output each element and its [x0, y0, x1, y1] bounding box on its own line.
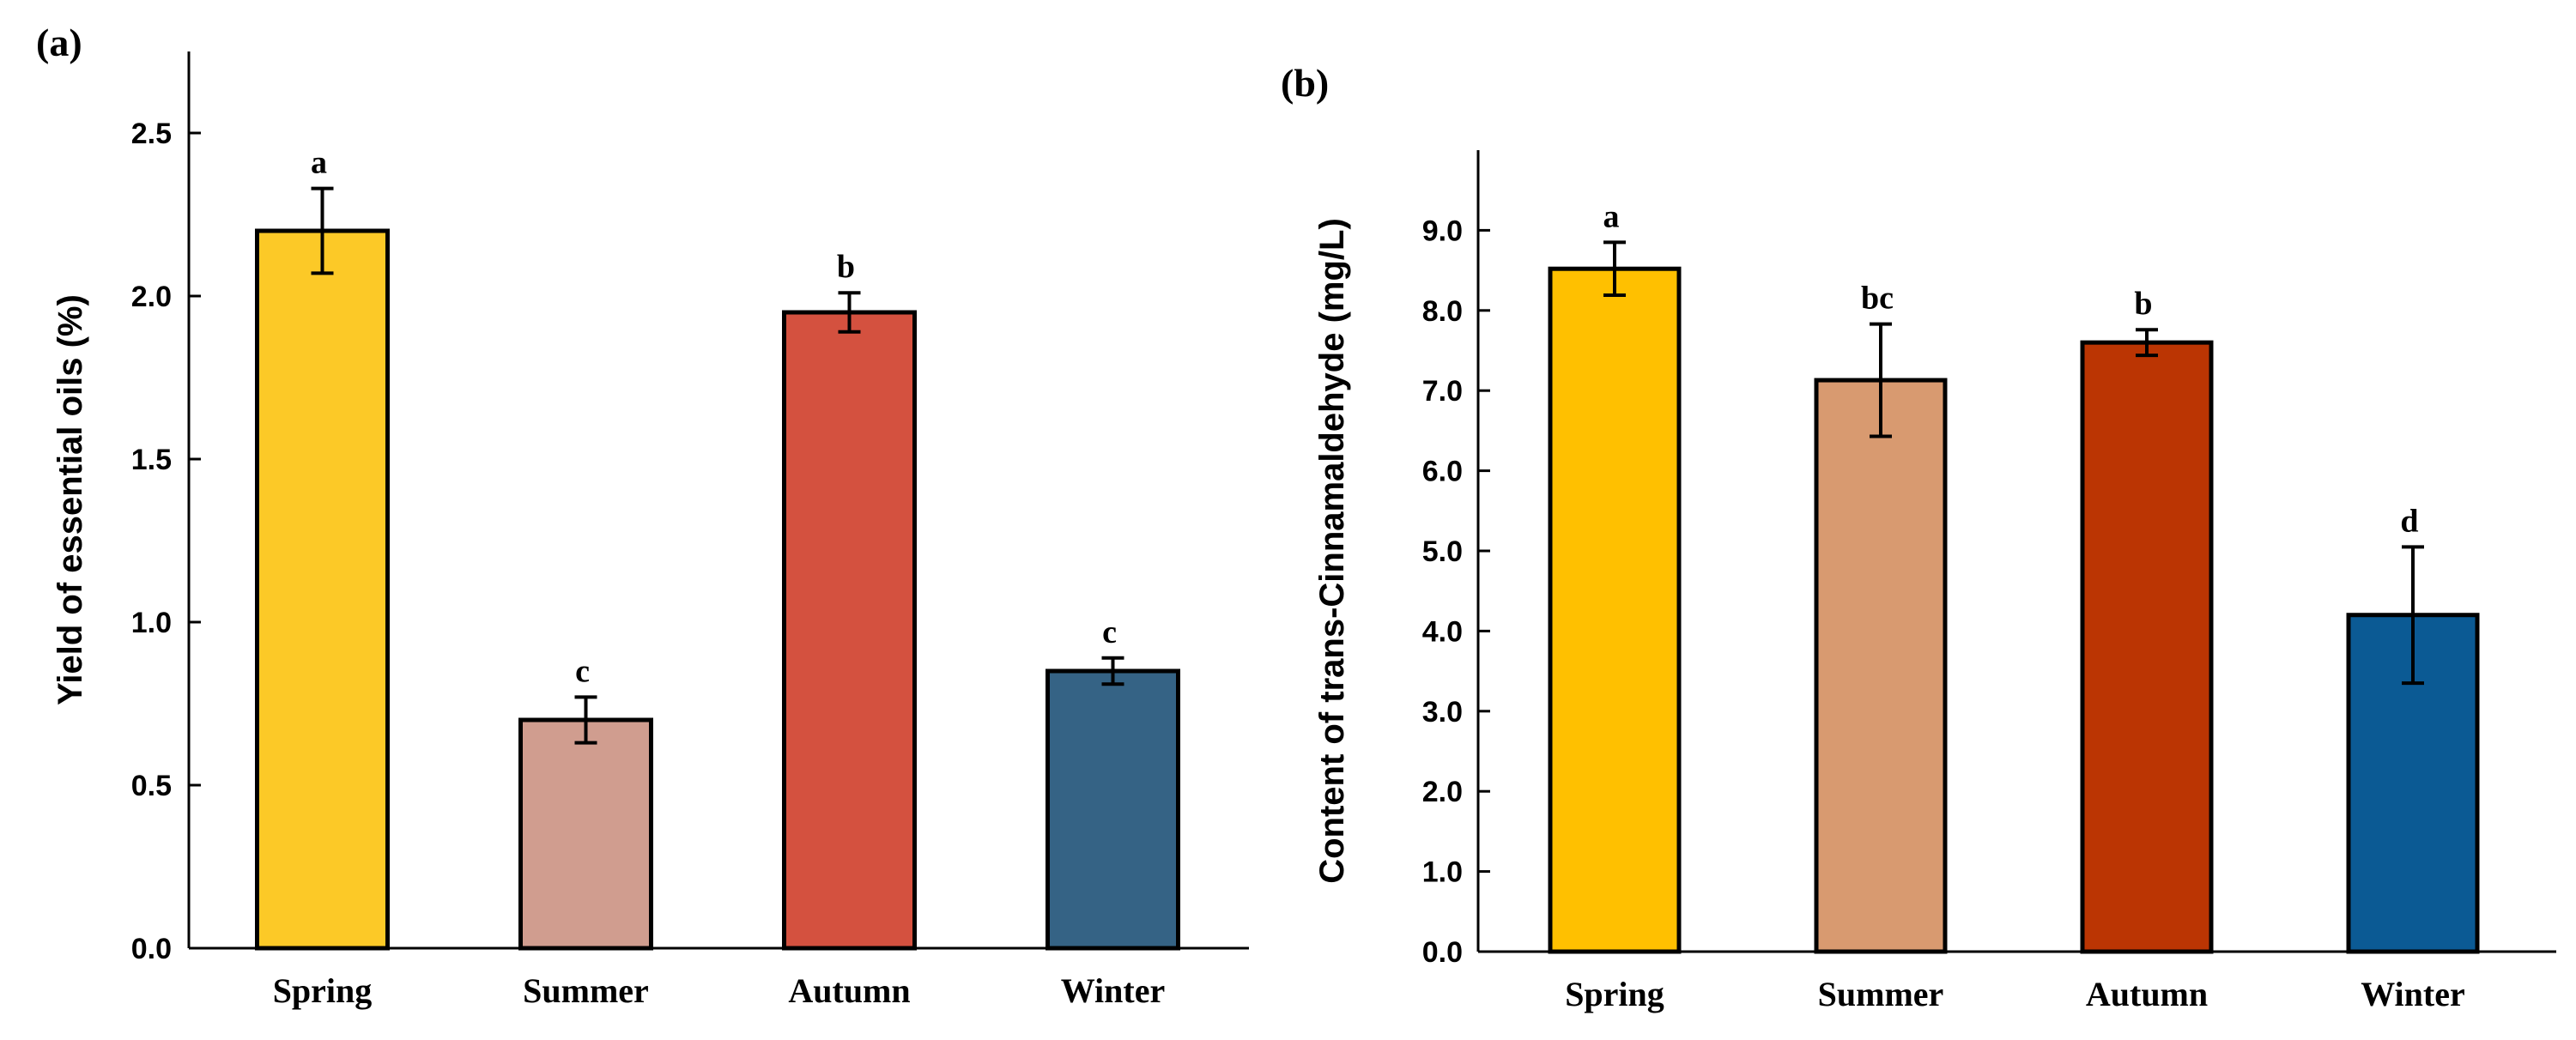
y-tick-label: 0.0 [131, 933, 172, 965]
x-tick-label-summer: Summer [1818, 975, 1944, 1013]
bar-winter [1046, 668, 1180, 951]
bar-spring [1548, 266, 1682, 954]
chart-panel-b: (b) 0.0 1.0 2.0 3.0 4.0 5.0 6.0 7.0 8.0 9.0 Content… [1281, 61, 2556, 1013]
x-tick-label-autumn: Autumn [2086, 975, 2208, 1013]
significance-label: a [311, 145, 327, 181]
x-tick-label-autumn: Autumn [788, 971, 910, 1010]
bar-summer [1814, 378, 1948, 954]
y-tick-label: 6.0 [1422, 456, 1463, 488]
x-tick-label-winter: Winter [2361, 975, 2464, 1013]
x-tick-label-winter: Winter [1061, 971, 1165, 1010]
significance-label: bc [1861, 281, 1894, 317]
significance-label: c [575, 653, 590, 689]
y-tick-label: 4.0 [1422, 615, 1463, 648]
significance-label: a [1603, 198, 1620, 234]
bar-spring [255, 228, 390, 951]
y-tick-label: 5.0 [1422, 535, 1463, 568]
y-tick-label: 2.0 [1422, 776, 1463, 808]
y-tick-label: 9.0 [1422, 215, 1463, 247]
significance-label: d [2400, 503, 2418, 539]
x-tick-label-spring: Spring [273, 971, 373, 1010]
y-tick-label: 0.0 [1422, 936, 1463, 969]
x-tick-label-summer: Summer [523, 971, 649, 1010]
panel-label: (b) [1281, 61, 1329, 105]
panel-label: (a) [36, 21, 82, 64]
y-tick-label: 2.0 [131, 281, 172, 313]
y-tick-label: 1.5 [131, 444, 172, 476]
y-axis-label: Content of trans-Cinnamaldehyde (mg/L) [1313, 218, 1351, 884]
bar-summer [518, 717, 653, 951]
y-tick-label: 1.0 [1422, 856, 1463, 889]
y-tick-label: 2.5 [131, 118, 172, 150]
y-tick-label: 8.0 [1422, 295, 1463, 328]
significance-label: b [2134, 286, 2152, 322]
significance-label: b [837, 249, 855, 285]
x-tick-label-spring: Spring [1565, 975, 1664, 1013]
y-tick-label: 7.0 [1422, 375, 1463, 408]
y-tick-label: 1.0 [131, 607, 172, 639]
bar-autumn [2080, 340, 2214, 954]
significance-label: c [1102, 614, 1117, 650]
bar-autumn [782, 310, 917, 951]
chart-panel-a: (a) 0.0 0.5 1.0 1.5 2.0 2.5 Yield of essential … [36, 21, 1249, 1010]
y-tick-label: 0.5 [131, 770, 172, 802]
y-axis-label: Yield of essential oils (%) [52, 294, 89, 705]
y-tick-label: 3.0 [1422, 696, 1463, 729]
